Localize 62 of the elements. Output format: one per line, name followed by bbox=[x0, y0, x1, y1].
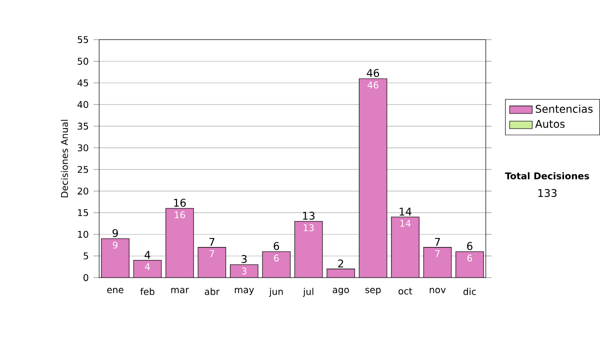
x-tick-label: feb bbox=[140, 288, 154, 296]
data-label: 6 bbox=[467, 254, 472, 262]
total-label: 4 bbox=[144, 250, 150, 259]
total-label: 13 bbox=[303, 212, 314, 220]
data-label: 13 bbox=[304, 224, 314, 232]
legend-label: Autos bbox=[535, 120, 565, 128]
x-tick-label: jun bbox=[269, 288, 283, 297]
y-tick-label: 20 bbox=[78, 188, 88, 195]
x-tick-label: dic bbox=[463, 288, 476, 296]
total-label: 6 bbox=[467, 242, 472, 250]
y-tick-label: 15 bbox=[78, 209, 88, 216]
data-label: 3 bbox=[242, 268, 246, 274]
x-tick-label: nov bbox=[430, 288, 446, 294]
bar bbox=[198, 247, 226, 278]
y-tick-label: 5 bbox=[84, 252, 88, 260]
x-tick-label: abr bbox=[204, 288, 220, 296]
bar bbox=[166, 208, 194, 278]
y-tick-label: 10 bbox=[78, 230, 88, 238]
data-label: 9 bbox=[112, 242, 118, 249]
x-tick-label: may bbox=[234, 288, 254, 295]
x-tick-label: ene bbox=[107, 288, 124, 294]
bar bbox=[358, 78, 388, 278]
y-tick-label: 30 bbox=[78, 144, 88, 152]
data-label: 7 bbox=[210, 250, 214, 257]
y-tick-label: 55 bbox=[78, 36, 88, 44]
total-label: 7 bbox=[434, 238, 440, 246]
y-tick-label: 35 bbox=[78, 122, 88, 130]
bar bbox=[423, 247, 452, 278]
data-label: 4 bbox=[145, 263, 150, 270]
total-label: 3 bbox=[242, 254, 247, 263]
total-label: 16 bbox=[174, 198, 186, 207]
data-label: 7 bbox=[435, 250, 440, 257]
y-tick-label: 45 bbox=[78, 79, 88, 86]
x-tick-label: mar bbox=[171, 288, 189, 294]
total-label: 14 bbox=[400, 208, 412, 216]
x-tick-label: jul bbox=[302, 288, 314, 297]
total-label: 7 bbox=[209, 238, 214, 246]
data-label: 16 bbox=[174, 211, 186, 218]
total-label: 9 bbox=[112, 229, 118, 238]
y-tick-label: 0 bbox=[84, 274, 88, 282]
total-label: 6 bbox=[274, 242, 280, 250]
text: Total Decisiones bbox=[505, 172, 590, 180]
data-label: 46 bbox=[368, 81, 378, 88]
data-label: 6 bbox=[274, 254, 279, 262]
bar bbox=[391, 216, 420, 278]
total-label: 2 bbox=[338, 259, 344, 268]
x-tick-label: oct bbox=[398, 288, 412, 294]
text: 133 bbox=[538, 188, 557, 197]
x-tick-label: ago bbox=[332, 288, 349, 295]
y-axis-title: Decisiones Anual bbox=[60, 120, 68, 198]
legend-label: Sentencias bbox=[536, 104, 593, 113]
x-tick-label: sep bbox=[365, 288, 381, 295]
y-tick-label: 25 bbox=[78, 166, 88, 173]
bar bbox=[133, 260, 162, 278]
bar bbox=[262, 251, 291, 278]
bar bbox=[230, 264, 258, 278]
total-label: 46 bbox=[366, 68, 380, 77]
y-tick-label: 40 bbox=[78, 101, 88, 108]
y-tick-label: 50 bbox=[78, 58, 88, 65]
bar bbox=[326, 268, 355, 278]
bar bbox=[294, 221, 323, 278]
data-label: 14 bbox=[400, 220, 411, 227]
